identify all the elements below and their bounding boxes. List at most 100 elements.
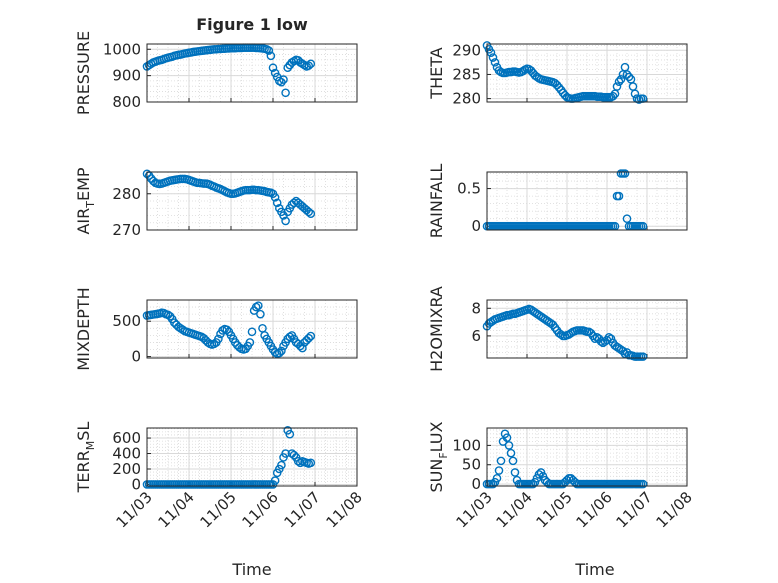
y-tick-label: 600 (112, 429, 141, 447)
y-tick-label: 280 (452, 90, 481, 108)
data-point (247, 327, 257, 337)
y-axis-label-tail: EMP (74, 167, 93, 201)
y-tick-label: 0.5 (457, 180, 481, 198)
series-markers (482, 429, 648, 489)
series-markers (142, 43, 316, 98)
y-axis-label: RAINFALL (427, 164, 446, 239)
data-point (289, 450, 299, 460)
data-point (638, 479, 648, 489)
data-point (245, 338, 255, 347)
data-point (612, 82, 622, 91)
x-tick-label: 11/06 (573, 488, 616, 531)
data-point (488, 479, 498, 489)
data-point (496, 456, 506, 466)
y-axis-label: H2OMIXRA (427, 286, 446, 372)
subplot-5: 6 8 H2OMIXRA (427, 286, 688, 372)
series-markers (142, 301, 316, 359)
data-point (251, 302, 261, 312)
y-tick-label: 200 (112, 460, 141, 478)
y-tick-label: 0 (131, 475, 141, 493)
subplot-1: 280 285 290 THETA (427, 41, 688, 108)
x-tick-label: 11/05 (197, 488, 240, 531)
y-tick-label: 100 (452, 436, 481, 454)
data-point (298, 343, 307, 353)
x-tick-label: 11/06 (239, 488, 282, 531)
y-axis-label-text: H2OMIXRA (427, 286, 446, 372)
data-point (281, 216, 290, 226)
axes-box (486, 427, 688, 487)
data-point (304, 333, 314, 343)
y-axis-label-subscript: M (84, 441, 97, 451)
data-point (556, 330, 566, 339)
x-tick-label: 11/07 (281, 488, 324, 531)
axes-box (146, 43, 358, 103)
y-axis-label: THETA (427, 47, 446, 99)
y-tick-label: 290 (452, 41, 481, 59)
data-point (277, 346, 286, 356)
data-point (606, 334, 616, 343)
data-point (616, 74, 626, 84)
data-point (638, 352, 648, 361)
series-markers (482, 41, 648, 104)
y-tick-label: 0 (471, 217, 481, 235)
y-tick-label: 270 (112, 221, 141, 239)
x-tick-label: 11/08 (323, 488, 366, 531)
y-axis-label-text: SUN (427, 459, 446, 493)
data-point (504, 441, 514, 450)
data-point (490, 58, 500, 67)
subplot-0: 800 900 1000 PRESSURE (74, 31, 358, 115)
data-point (277, 460, 286, 470)
y-tick-label: 6 (471, 327, 481, 345)
y-tick-label: 285 (452, 65, 481, 83)
figure-title: Figure 1 low (196, 15, 308, 34)
data-point (562, 475, 572, 485)
x-tick-label: 11/07 (613, 488, 656, 531)
y-axis-label: PRESSURE (74, 31, 93, 115)
data-point (222, 325, 232, 335)
data-point (306, 458, 316, 468)
data-point (281, 449, 290, 458)
data-point (502, 433, 512, 442)
y-axis-label-subscript: T (84, 201, 97, 209)
data-point (528, 479, 538, 489)
x-tick-label: 11/08 (653, 488, 696, 531)
y-axis-label: MIXDEPTH (74, 287, 93, 370)
y-tick-label: 1000 (103, 40, 141, 58)
data-point (622, 214, 632, 223)
y-tick-label: 0 (471, 475, 481, 493)
data-point (209, 339, 219, 349)
data-point (614, 191, 624, 201)
data-point (624, 72, 634, 82)
data-point (270, 476, 280, 485)
data-point (285, 332, 295, 342)
series-markers (482, 304, 648, 361)
data-point (304, 61, 314, 70)
data-point (266, 51, 276, 61)
x-tick-label: 11/04 (493, 488, 536, 531)
y-axis-label-text: TERR (74, 450, 93, 493)
axes-box (146, 171, 358, 231)
y-axis-label-tail: SL (74, 422, 93, 441)
data-point (285, 429, 295, 439)
data-point (306, 209, 316, 218)
data-point (293, 456, 303, 466)
y-axis-label-text: MIXDEPTH (74, 287, 93, 370)
series-markers (142, 426, 316, 489)
data-point (295, 458, 305, 468)
x-axis-label-left: Time (231, 560, 271, 579)
y-tick-label: 50 (462, 456, 481, 474)
y-axis-label-text: RAINFALL (427, 164, 446, 239)
data-point (492, 473, 502, 483)
y-axis-label: AIRTEMP (74, 167, 97, 234)
data-point (264, 46, 274, 55)
data-point (279, 75, 288, 84)
y-axis-label-tail: LUX (427, 421, 446, 452)
y-tick-label: 0 (131, 348, 141, 366)
data-point (306, 331, 316, 341)
y-tick-label: 800 (112, 93, 141, 111)
axes-box (486, 299, 688, 359)
axes-box (146, 299, 358, 359)
y-axis-label-text: AIR (74, 208, 93, 235)
